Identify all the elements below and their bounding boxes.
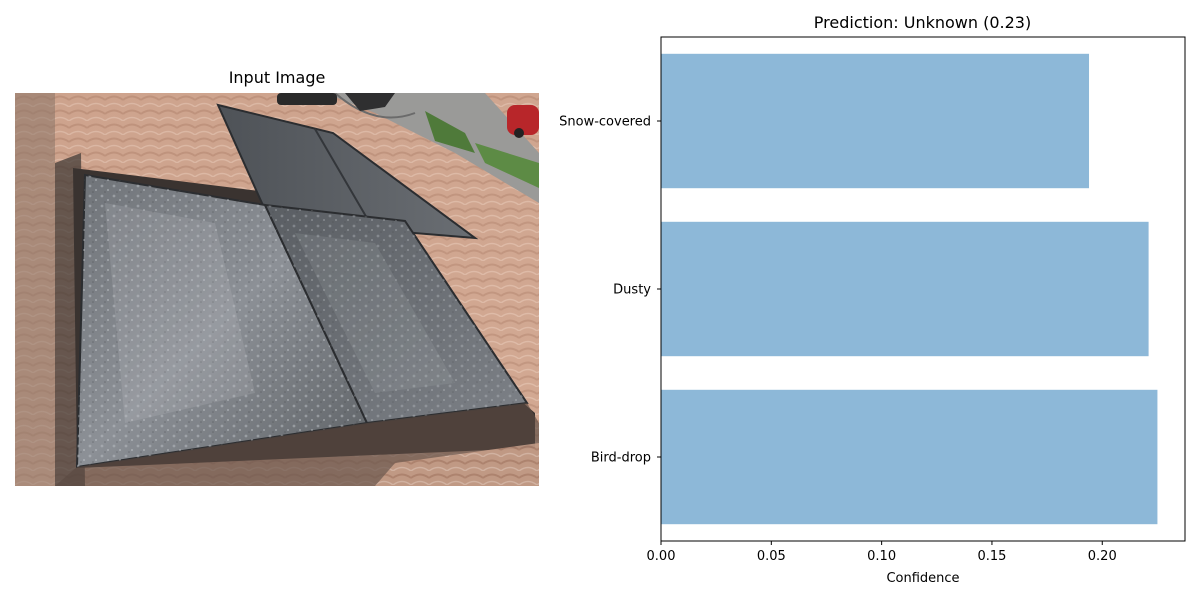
input-image — [15, 92, 539, 486]
solar-panel-photo — [15, 92, 539, 486]
y-ticks: Bird-drop Dusty Snow-covered — [559, 115, 661, 466]
x-tick-label: 0.20 — [1088, 549, 1117, 564]
x-axis-label: Confidence — [886, 571, 959, 586]
bar-snow-covered — [661, 53, 1090, 189]
bar-bird-drop — [661, 389, 1158, 525]
x-tick-label: 0.00 — [647, 549, 676, 564]
y-tick-label: Snow-covered — [559, 115, 651, 130]
x-ticks: 0.00 0.05 0.10 0.15 0.20 — [647, 541, 1117, 564]
x-tick-label: 0.15 — [977, 549, 1006, 564]
bar-dusty — [661, 221, 1149, 357]
y-tick-label: Bird-drop — [591, 451, 651, 466]
y-tick-label: Dusty — [613, 283, 651, 298]
image-panel-title: Input Image — [228, 68, 326, 87]
x-tick-label: 0.05 — [757, 549, 786, 564]
bars-layer — [661, 53, 1158, 525]
x-tick-label: 0.10 — [867, 549, 896, 564]
chart-title: Prediction: Unknown (0.23) — [814, 13, 1031, 32]
